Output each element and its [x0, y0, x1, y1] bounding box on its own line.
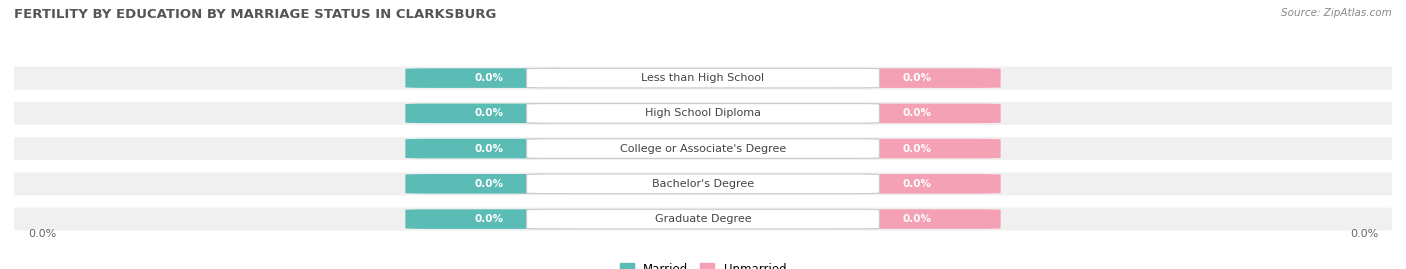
FancyBboxPatch shape [405, 174, 572, 194]
Text: 0.0%: 0.0% [474, 214, 503, 224]
Text: 0.0%: 0.0% [474, 73, 503, 83]
Text: 0.0%: 0.0% [474, 108, 503, 118]
Text: 0.0%: 0.0% [903, 108, 932, 118]
Text: Bachelor's Degree: Bachelor's Degree [652, 179, 754, 189]
FancyBboxPatch shape [7, 172, 1399, 195]
FancyBboxPatch shape [834, 68, 1001, 88]
Text: Source: ZipAtlas.com: Source: ZipAtlas.com [1281, 8, 1392, 18]
Text: 0.0%: 0.0% [1350, 229, 1378, 239]
FancyBboxPatch shape [7, 137, 1399, 160]
Text: 0.0%: 0.0% [903, 144, 932, 154]
FancyBboxPatch shape [405, 209, 572, 229]
Text: 0.0%: 0.0% [903, 73, 932, 83]
Text: 0.0%: 0.0% [903, 179, 932, 189]
FancyBboxPatch shape [834, 139, 1001, 158]
FancyBboxPatch shape [405, 139, 572, 158]
FancyBboxPatch shape [405, 104, 572, 123]
Text: 0.0%: 0.0% [28, 229, 56, 239]
Text: 0.0%: 0.0% [903, 214, 932, 224]
Text: Less than High School: Less than High School [641, 73, 765, 83]
FancyBboxPatch shape [527, 68, 879, 88]
FancyBboxPatch shape [7, 102, 1399, 125]
FancyBboxPatch shape [527, 174, 879, 194]
Text: 0.0%: 0.0% [474, 179, 503, 189]
FancyBboxPatch shape [7, 67, 1399, 90]
Legend: Married, Unmarried: Married, Unmarried [620, 263, 786, 269]
Text: FERTILITY BY EDUCATION BY MARRIAGE STATUS IN CLARKSBURG: FERTILITY BY EDUCATION BY MARRIAGE STATU… [14, 8, 496, 21]
Text: Graduate Degree: Graduate Degree [655, 214, 751, 224]
Text: College or Associate's Degree: College or Associate's Degree [620, 144, 786, 154]
FancyBboxPatch shape [527, 139, 879, 158]
FancyBboxPatch shape [527, 104, 879, 123]
FancyBboxPatch shape [834, 104, 1001, 123]
FancyBboxPatch shape [7, 208, 1399, 231]
Text: High School Diploma: High School Diploma [645, 108, 761, 118]
FancyBboxPatch shape [834, 209, 1001, 229]
FancyBboxPatch shape [405, 68, 572, 88]
FancyBboxPatch shape [834, 174, 1001, 194]
Text: 0.0%: 0.0% [474, 144, 503, 154]
FancyBboxPatch shape [527, 209, 879, 229]
